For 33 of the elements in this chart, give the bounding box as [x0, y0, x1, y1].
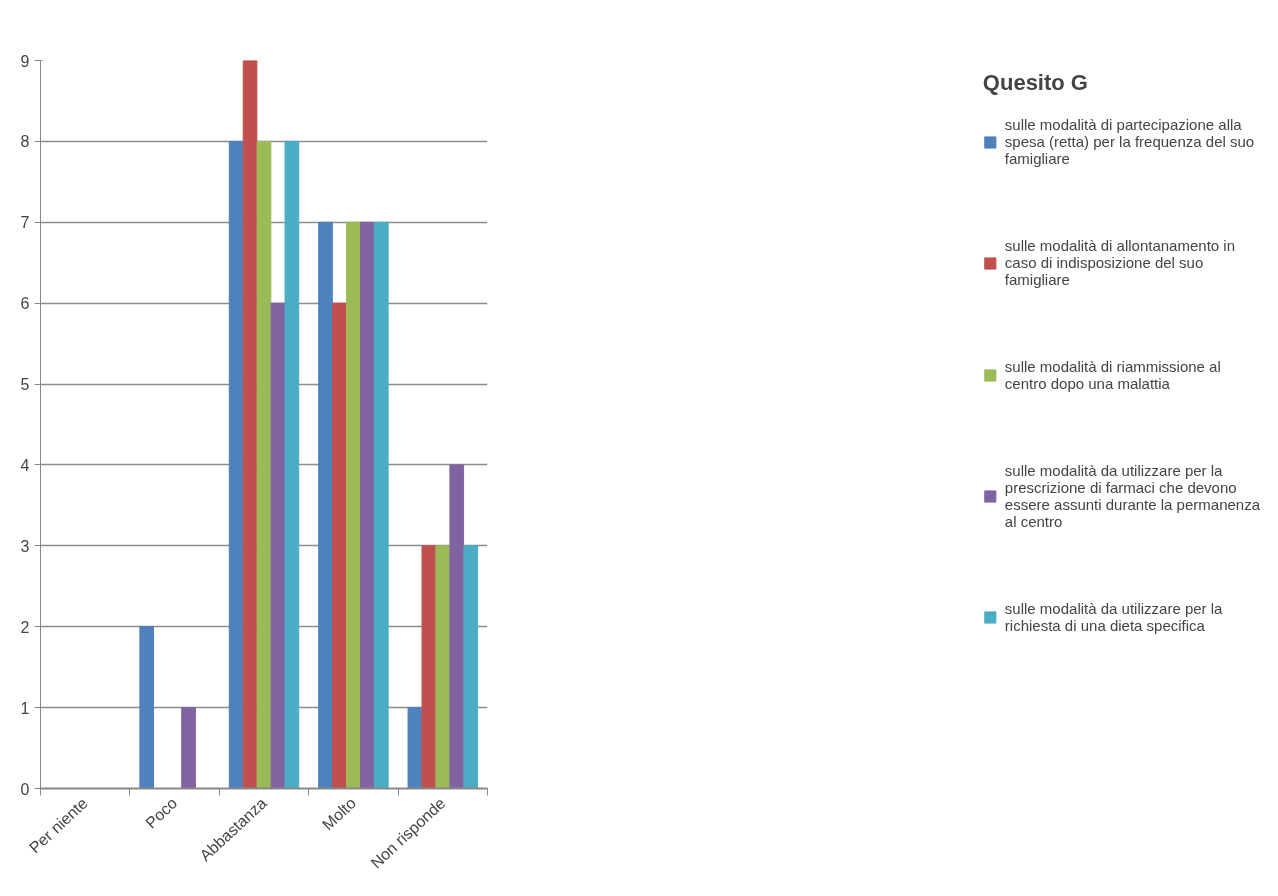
y-tick-label: 0 — [20, 780, 30, 798]
y-tick-label: 7 — [20, 214, 30, 232]
legend-label: sulle modalità da utilizzare per la prescrizione di farmaci che devono essere assunti durante la permanenza al centro — [1004, 462, 1260, 530]
y-tick-label: 4 — [20, 456, 30, 474]
text: Quesito G — [982, 70, 1089, 96]
bar — [332, 302, 347, 789]
bar — [346, 221, 361, 789]
bar — [463, 545, 479, 789]
bar — [284, 140, 300, 789]
bar — [256, 140, 272, 789]
y-tick-label: 2 — [20, 618, 30, 636]
bar — [360, 221, 375, 789]
legend-label: sulle modalità di riammissione al centro dopo una malattia — [1004, 358, 1221, 392]
bar — [181, 707, 196, 789]
bar — [449, 464, 465, 789]
bar — [242, 60, 258, 789]
y-tick-label: 6 — [20, 295, 30, 313]
legend-label: sulle modalità da utilizzare per la richiesta di una dieta specifica — [1004, 600, 1223, 634]
legend-label: sulle modalità di allontanamento in caso di indisposizione del suo famigliare — [1004, 237, 1235, 288]
y-tick-label: 8 — [20, 133, 30, 151]
bar — [407, 707, 423, 789]
bar — [421, 545, 437, 789]
y-tick-label: 9 — [20, 52, 30, 70]
y-tick-label: 3 — [20, 537, 30, 555]
bar — [373, 221, 389, 789]
bar — [139, 626, 155, 789]
bar — [228, 140, 244, 789]
bar — [270, 302, 286, 789]
y-tick-label: 5 — [20, 376, 30, 394]
y-tick-label: 1 — [20, 699, 30, 717]
bar — [318, 221, 333, 789]
bar — [435, 545, 451, 789]
legend-label: sulle modalità di partecipazione alla spesa (retta) per la frequenza del suo famigliare — [1004, 116, 1255, 167]
